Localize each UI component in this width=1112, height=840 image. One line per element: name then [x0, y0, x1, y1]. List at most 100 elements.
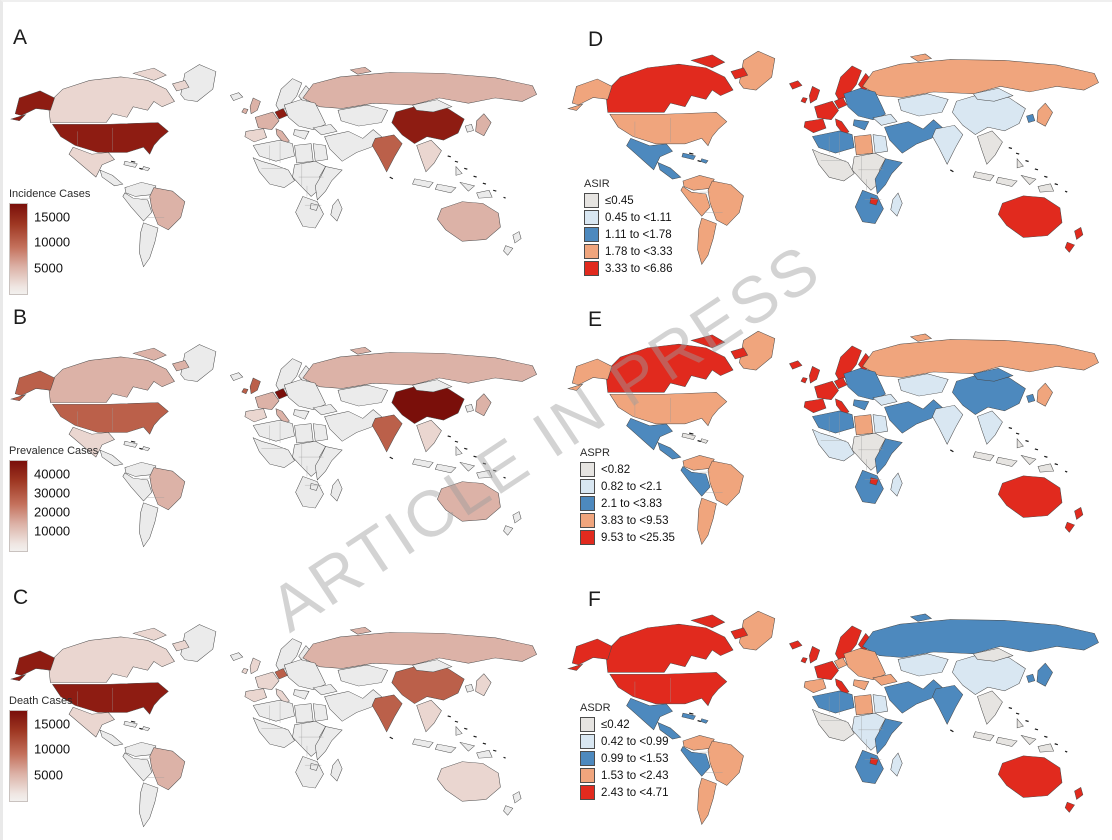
legend-tick-label: 5000	[34, 260, 63, 276]
legend-category-row: 0.42 to <0.99	[580, 734, 668, 749]
legend-tick-label: 10000	[34, 523, 71, 539]
region-maghreb	[252, 139, 295, 162]
region-mongolia	[412, 99, 453, 113]
region-australia	[998, 195, 1063, 238]
region-egypt	[312, 423, 328, 442]
legend-category-label: 3.83 to <9.53	[601, 514, 669, 527]
small-islands	[689, 427, 1068, 473]
legend-category-label: <0.82	[601, 463, 631, 476]
region-mongolia	[972, 87, 1014, 102]
legend-tick-label: 15000	[34, 716, 71, 732]
region-carib	[123, 720, 151, 732]
country-borders	[634, 677, 884, 773]
region-libya	[853, 694, 874, 716]
region-korea	[1026, 113, 1036, 123]
panel-letter: F	[588, 588, 601, 611]
region-argentina	[139, 782, 159, 828]
region-canada	[605, 54, 749, 113]
region-germany	[274, 388, 288, 400]
region-libya	[294, 423, 314, 444]
region-wafrica	[252, 157, 295, 188]
gradient-color-bar	[9, 710, 28, 802]
region-maghreb	[812, 690, 855, 714]
region-mexico	[68, 426, 115, 458]
region-madag	[890, 752, 903, 777]
legend-tick-label: 40000	[34, 466, 71, 482]
region-indonesia	[412, 165, 476, 194]
region-greenland	[739, 610, 776, 651]
region-safrica	[295, 196, 324, 229]
region-png	[476, 749, 493, 759]
region-safrica	[854, 189, 884, 224]
legend-color-swatch	[584, 227, 599, 242]
gradient-legend: 15000 10000 5000	[9, 203, 90, 295]
region-iceland	[230, 652, 244, 661]
region-korea	[1026, 393, 1036, 403]
country-borders	[634, 117, 884, 213]
map-legend: Death Cases 15000 10000 5000	[9, 695, 73, 802]
legend-color-swatch	[584, 193, 599, 208]
region-egypt	[872, 414, 888, 434]
map-legend: Incidence Cases 15000 10000 5000	[9, 188, 90, 295]
region-russia	[302, 626, 537, 669]
legend-title: Prevalence Cases	[9, 445, 99, 457]
panel-B: B Prevalence Cases 40000 30000 20000 10000	[3, 282, 556, 562]
world-choropleth-map	[10, 624, 537, 828]
region-mexico	[626, 138, 673, 171]
region-usa	[609, 112, 728, 147]
legend-color-swatch	[584, 244, 599, 259]
region-argentina	[139, 222, 159, 268]
legend-category-row: ≤0.42	[580, 717, 668, 732]
region-maghreb	[252, 419, 295, 442]
region-mexico	[68, 706, 115, 738]
legend-color-swatch	[580, 768, 595, 783]
region-usa	[52, 402, 169, 435]
region-kazakh	[337, 384, 389, 407]
small-islands	[689, 147, 1068, 193]
region-alaska	[567, 638, 613, 671]
region-greenland	[739, 330, 776, 371]
region-camerica	[99, 449, 124, 467]
region-alaska	[10, 650, 55, 682]
legend-title: ASIR	[584, 178, 610, 190]
region-india	[371, 414, 403, 453]
legend-category-label: 9.53 to <25.35	[601, 531, 675, 544]
region-usa	[609, 672, 728, 707]
region-seasia	[416, 699, 442, 733]
world-choropleth-map	[10, 344, 537, 548]
gradient-legend: 15000 10000 5000	[9, 710, 73, 802]
region-png	[476, 469, 493, 479]
region-eeurope	[283, 659, 326, 700]
region-wafrica	[811, 708, 855, 742]
region-mongolia	[972, 647, 1014, 662]
legend-category-row: 0.45 to <1.11	[584, 210, 672, 225]
legend-color-swatch	[580, 530, 595, 545]
region-egypt	[872, 134, 888, 154]
region-camerica	[657, 441, 682, 460]
region-brazil	[707, 180, 744, 226]
region-argentina	[697, 497, 717, 546]
small-islands	[130, 435, 506, 479]
region-indonesia	[972, 438, 1037, 467]
region-australia	[437, 481, 501, 522]
legend-category-label: 0.99 to <1.53	[601, 752, 669, 765]
region-india	[371, 134, 403, 173]
panel-letter: E	[588, 308, 603, 331]
panel-letter: B	[13, 306, 28, 329]
region-india	[932, 685, 964, 725]
legend-title: Death Cases	[9, 695, 73, 707]
region-kazakh	[337, 104, 389, 127]
region-germany	[274, 108, 288, 120]
region-indonesia	[972, 158, 1037, 187]
legend-category-label: 2.43 to <4.71	[601, 786, 669, 799]
region-alaska	[10, 90, 55, 122]
region-png	[476, 189, 493, 199]
region-andes	[680, 186, 711, 217]
region-japan	[475, 673, 492, 697]
region-camerica	[657, 721, 682, 740]
region-usa	[52, 682, 169, 715]
region-png	[1037, 463, 1055, 473]
country-borders	[634, 397, 884, 493]
region-mexico	[626, 698, 673, 731]
region-iberia	[803, 398, 827, 414]
